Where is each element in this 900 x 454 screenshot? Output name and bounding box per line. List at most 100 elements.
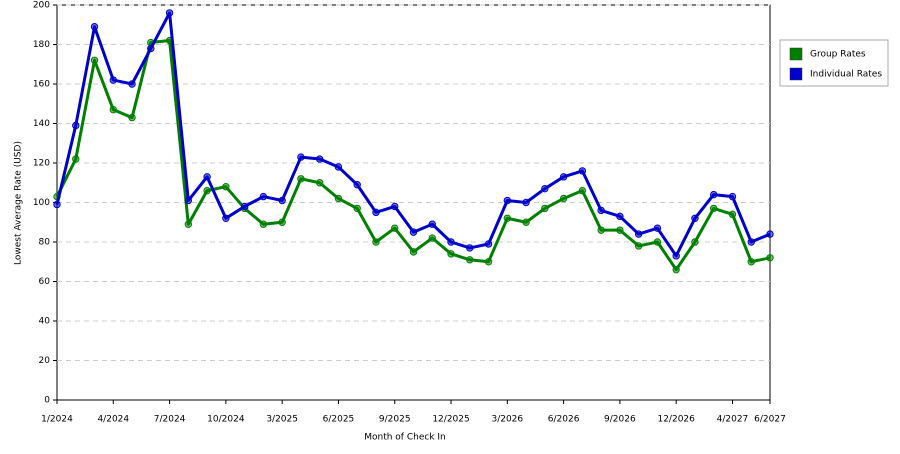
data-point [559,173,568,181]
data-point [240,202,249,211]
x-tick-label: 9/2026 [604,415,636,425]
data-point [466,244,474,252]
y-tick-label: 140 [33,119,50,129]
data-point [559,194,568,203]
data-point [203,186,211,195]
y-tick-label: 0 [44,396,50,406]
x-tick-label: 7/2024 [154,415,186,425]
data-point [222,183,230,191]
data-point [109,105,117,114]
data-point [90,56,99,64]
x-tick-label: 4/2027 [717,415,749,425]
y-tick-label: 180 [33,40,50,50]
x-tick-label: 9/2025 [379,415,411,425]
x-tick-label: 3/2026 [491,415,523,425]
data-point [578,167,587,175]
data-point [372,238,380,246]
data-point [728,210,737,219]
x-tick-label: 12/2026 [657,415,695,425]
x-tick-label: 1/2024 [41,415,73,425]
data-point [259,220,268,228]
legend-swatch [789,67,803,81]
data-point [128,80,136,88]
data-point [72,121,80,130]
data-point [747,258,755,266]
y-axis-label: Lowest Average Rate (USD) [14,141,24,265]
y-tick-label: 20 [39,356,51,366]
y-tick-label: 200 [33,1,50,11]
data-point [184,220,193,228]
data-point [672,265,680,274]
y-tick-label: 160 [33,80,50,90]
data-point [766,254,774,262]
data-point [597,206,605,215]
data-point [165,9,174,17]
data-point [222,214,230,223]
x-tick-label: 12/2025 [432,415,469,425]
data-point [428,220,436,228]
data-point [728,192,737,201]
x-tick-label: 10/2024 [207,415,245,425]
data-point [334,194,343,203]
x-axis-label: Month of Check In [364,433,446,443]
data-point [653,238,662,246]
data-point [503,196,512,205]
data-point [128,113,136,122]
data-point [634,230,643,238]
data-point [203,173,211,181]
y-tick-label: 60 [39,277,51,287]
data-point [53,200,61,209]
data-point [315,179,324,187]
data-point [616,226,624,234]
x-tick-label: 4/2024 [97,415,129,425]
data-point [484,240,493,248]
data-point [391,224,399,232]
x-tick-label: 6/2026 [548,415,580,425]
data-point [297,153,305,161]
y-tick-label: 40 [39,317,51,327]
data-point [315,155,324,163]
legend-swatch [789,47,803,61]
data-point [372,208,380,217]
data-point [184,196,193,205]
data-point [597,226,605,234]
data-point [503,214,512,223]
legend-label: Individual Rates [810,70,882,80]
data-point [409,228,418,236]
data-point [353,204,361,213]
data-point [710,190,718,199]
data-point [409,248,418,256]
data-point [297,175,305,183]
data-point [766,230,774,238]
data-point [710,204,718,213]
data-point [90,23,99,31]
data-point [634,242,643,250]
data-point [109,76,117,84]
data-point [522,218,530,226]
data-point [447,238,455,246]
x-tick-label: 6/2025 [323,415,355,425]
data-point [428,234,436,242]
data-point [541,184,549,193]
data-point [484,258,493,266]
data-point [691,214,699,223]
x-tick-label: 6/2027 [754,415,786,425]
data-point [447,250,455,258]
data-point [353,181,361,189]
data-point [653,224,662,232]
data-point [522,198,530,207]
data-point [578,186,587,195]
legend-label: Group Rates [810,50,866,60]
y-tick-label: 120 [33,159,50,169]
y-tick-label: 100 [33,198,50,208]
data-point [278,218,286,226]
data-point [278,196,286,205]
data-point [466,256,474,264]
y-tick-label: 80 [39,238,51,248]
data-point [691,238,699,246]
data-point [259,192,268,201]
data-point [747,238,755,246]
data-point [334,163,343,171]
data-point [616,212,624,221]
